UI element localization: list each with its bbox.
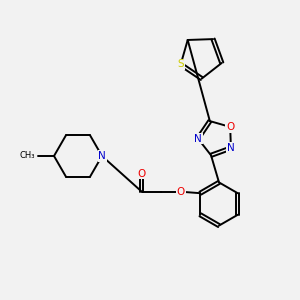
Text: O: O (177, 187, 185, 197)
Text: N: N (194, 134, 202, 144)
Text: O: O (138, 169, 146, 179)
Text: N: N (227, 143, 235, 153)
Text: O: O (226, 122, 234, 132)
Text: CH₃: CH₃ (20, 152, 35, 160)
Text: N: N (98, 151, 106, 161)
Text: S: S (177, 59, 184, 69)
